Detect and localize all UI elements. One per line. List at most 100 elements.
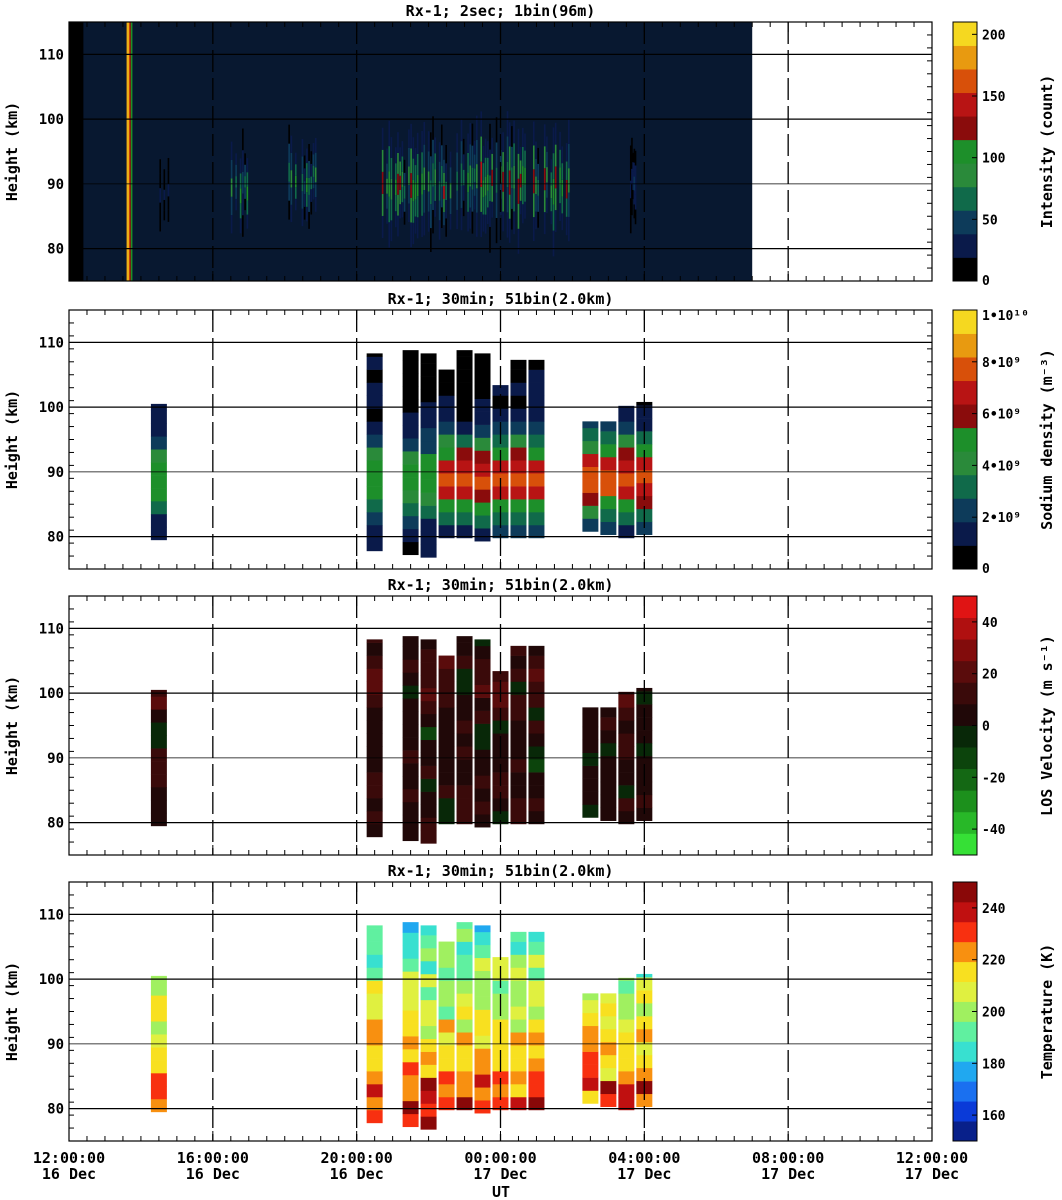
intensity-stripe xyxy=(129,22,132,281)
data-cell xyxy=(600,1080,617,1095)
data-cell xyxy=(474,684,491,698)
x-tick-date: 17 Dec xyxy=(761,1165,815,1183)
data-cell xyxy=(456,1019,473,1033)
data-cell xyxy=(438,434,455,448)
intensity-mark xyxy=(159,173,162,189)
axis-ticks: 80 90 100 110 xyxy=(39,21,933,282)
colorbar-segment xyxy=(953,116,977,141)
data-cell xyxy=(438,1084,455,1098)
intensity-mark xyxy=(167,170,170,184)
data-cell xyxy=(402,373,419,387)
data-cell xyxy=(402,659,419,673)
intensity-mark xyxy=(634,165,637,181)
intensity-mark xyxy=(522,204,524,224)
data-cell xyxy=(474,515,491,529)
intensity-mark xyxy=(290,152,293,171)
data-cell xyxy=(618,512,635,526)
axis-ticks: 80 90 100 110 xyxy=(39,881,933,1142)
data-cell xyxy=(456,798,473,812)
intensity-mark xyxy=(489,123,491,150)
colorbar-segment xyxy=(953,139,977,164)
intensity-mark xyxy=(495,217,498,244)
y-tick-label: 110 xyxy=(39,907,64,923)
colorbar: 160 180 200 220 240 Temperature (K) xyxy=(952,881,1056,1142)
data-cell xyxy=(582,739,599,753)
intensity-mark xyxy=(401,156,404,172)
data-cell xyxy=(600,495,617,510)
data-cell xyxy=(528,655,545,669)
intensity-mark xyxy=(559,149,561,168)
data-cell xyxy=(402,636,419,647)
data-cell xyxy=(420,401,437,416)
intensity-mark xyxy=(460,141,463,164)
data-cell xyxy=(600,1054,617,1069)
intensity-mark xyxy=(403,172,406,186)
intensity-mark xyxy=(449,182,452,199)
intensity-mark xyxy=(484,176,487,196)
panel-title: Rx-1; 30min; 51bin(2.0km) xyxy=(388,290,614,308)
intensity-mark xyxy=(633,148,636,163)
data-cell xyxy=(366,382,383,396)
intensity-mark xyxy=(443,159,445,173)
data-cell xyxy=(510,810,527,825)
intensity-mark xyxy=(294,175,297,188)
data-cell xyxy=(510,798,527,812)
intensity-mark xyxy=(388,222,391,248)
intensity-mark xyxy=(314,152,317,168)
intensity-event xyxy=(288,124,317,229)
intensity-mark xyxy=(388,196,391,223)
intensity-mark xyxy=(230,178,233,197)
intensity-mark xyxy=(414,182,417,200)
data-cell xyxy=(636,495,653,510)
intensity-mark xyxy=(634,180,637,195)
colorbar-segment xyxy=(953,163,977,188)
intensity-mark xyxy=(462,169,465,186)
data-cell xyxy=(528,359,545,370)
profile-column xyxy=(420,353,437,558)
intensity-mark xyxy=(416,196,419,218)
intensity-mark xyxy=(629,215,632,234)
intensity-mark xyxy=(235,198,237,211)
intensity-mark xyxy=(301,156,304,174)
data-cell xyxy=(582,993,599,1001)
data-cell xyxy=(366,369,383,383)
intensity-mark xyxy=(524,167,526,185)
profile-column xyxy=(636,687,653,821)
intensity-mark xyxy=(467,152,469,173)
data-cell xyxy=(150,982,167,996)
colorbar-segment xyxy=(953,811,977,834)
intensity-mark xyxy=(301,208,304,227)
gridlines xyxy=(69,22,932,281)
intensity-mark xyxy=(480,136,483,162)
intensity-mark xyxy=(486,174,489,191)
intensity-mark xyxy=(546,136,548,152)
intensity-mark xyxy=(565,143,568,162)
data-cell xyxy=(402,698,419,712)
data-cell xyxy=(402,386,419,400)
data-cell xyxy=(474,1061,491,1075)
data-cell xyxy=(510,746,527,760)
intensity-mark xyxy=(244,153,246,165)
intensity-mark xyxy=(471,123,474,146)
data-cell xyxy=(510,460,527,474)
data-cell xyxy=(600,431,617,445)
data-cell xyxy=(150,513,167,528)
data-cell xyxy=(366,460,383,474)
intensity-mark xyxy=(543,212,546,235)
colorbar-label: Temperature (K) xyxy=(1038,944,1056,1079)
intensity-mark xyxy=(303,155,306,169)
data-cell xyxy=(420,986,437,1001)
intensity-mark xyxy=(535,176,537,195)
x-axis-label: UT xyxy=(492,1183,510,1200)
intensity-mark xyxy=(386,163,388,179)
intensity-mark xyxy=(561,196,564,214)
data-cell xyxy=(474,398,491,412)
colorbar-label: Intensity (count) xyxy=(1038,75,1056,229)
data-cell xyxy=(456,350,473,357)
intensity-mark xyxy=(489,226,491,253)
data-cell xyxy=(402,763,419,777)
colorbar-segment xyxy=(953,639,977,662)
intensity-mark xyxy=(167,157,170,171)
data-cell xyxy=(528,1006,545,1020)
profile-column xyxy=(366,353,383,552)
